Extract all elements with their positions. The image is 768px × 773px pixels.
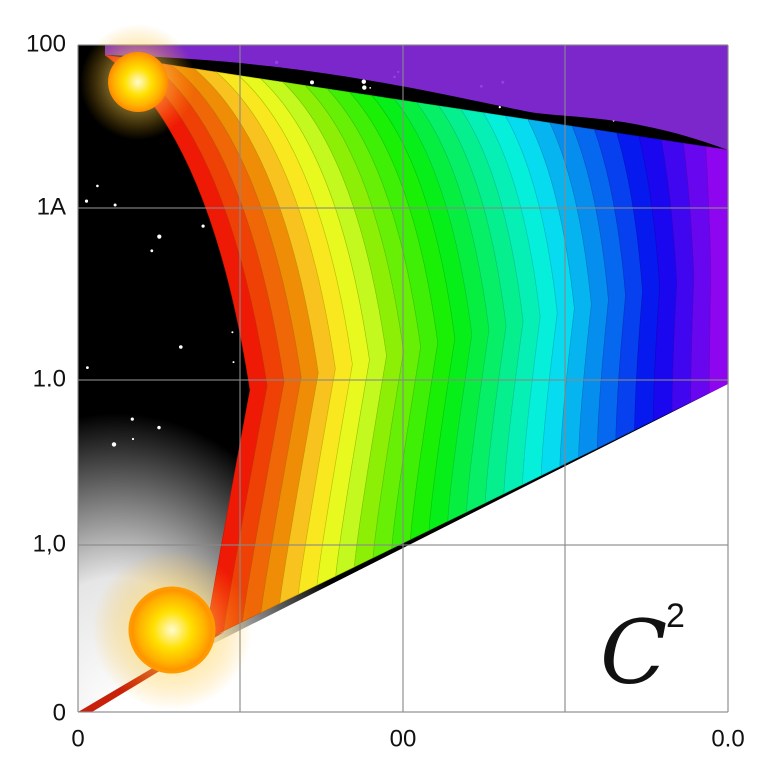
y-label: 1,0 — [33, 530, 66, 557]
star — [201, 224, 205, 228]
star — [150, 249, 154, 253]
top-sun — [108, 52, 168, 112]
star — [84, 199, 89, 203]
x-label: 0 — [71, 725, 84, 752]
star — [362, 85, 367, 90]
star — [310, 80, 314, 85]
star — [231, 331, 234, 334]
star — [361, 79, 366, 84]
bottom-sun — [128, 586, 216, 674]
star — [113, 203, 117, 207]
star — [157, 234, 162, 239]
y-label: 0 — [53, 699, 66, 726]
annotation-exponent: 2 — [666, 597, 685, 635]
y-label: 1A — [37, 193, 66, 220]
star — [498, 106, 501, 109]
x-label: 0.0 — [711, 725, 744, 752]
violet-sweep — [105, 45, 728, 150]
x-label: 00 — [390, 725, 417, 752]
y-label: 100 — [26, 30, 66, 57]
star — [232, 361, 235, 364]
star — [179, 345, 183, 349]
annotation-base: C — [600, 601, 667, 704]
y-label: 1.0 — [33, 365, 66, 392]
star — [369, 87, 372, 89]
star — [96, 184, 99, 188]
star — [86, 366, 89, 369]
